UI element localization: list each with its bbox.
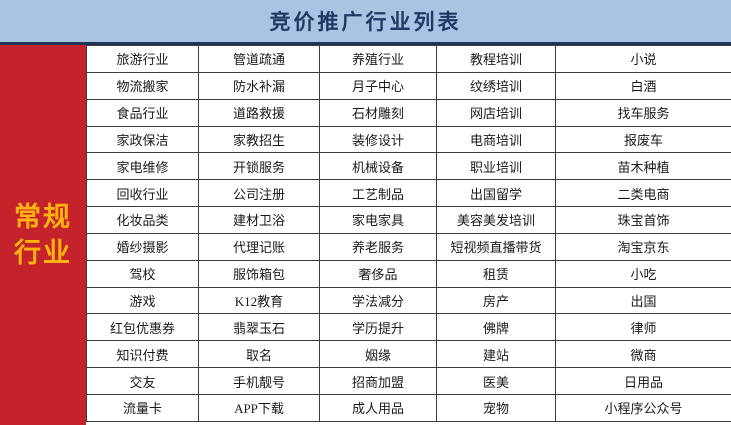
industry-cell: 家政保洁 <box>86 125 199 154</box>
industry-cell: 租赁 <box>436 259 556 288</box>
industry-cell: 成人用品 <box>319 393 437 423</box>
industry-cell: 回收行业 <box>86 179 199 208</box>
industry-cell: 珠宝首饰 <box>555 206 731 234</box>
page-title: 竞价推广行业列表 <box>269 10 462 34</box>
industry-cell: 二类电商 <box>555 179 731 208</box>
industry-cell: 短视频直播带货 <box>436 232 556 261</box>
industry-table-wrap: 旅游行业 管道疏通 养殖行业 教程培训 小说 物流搬家 防水补漏 月子中心 纹绣培训 白酒 食品行业… <box>86 45 731 425</box>
table-row: 家电维修 开锁服务 机械设备 职业培训 苗木种植 <box>86 152 731 181</box>
table-row: 流量卡 APP下载 成人用品 宠物 小程序公众号 <box>86 393 731 423</box>
industry-cell: 养殖行业 <box>319 45 437 73</box>
industry-cell: 招商加盟 <box>319 367 437 395</box>
industry-cell: 婚纱摄影 <box>86 232 199 261</box>
category-label: 常规 行业 <box>14 199 72 272</box>
industry-cell: 学历提升 <box>319 313 437 342</box>
industry-cell: 工艺制品 <box>319 179 437 208</box>
industry-cell: 日用品 <box>555 367 731 395</box>
industry-cell: 服饰箱包 <box>198 259 320 288</box>
industry-cell: 白酒 <box>555 71 731 100</box>
title-bar: 竞价推广行业列表 <box>0 0 731 45</box>
industry-cell: 建站 <box>436 340 556 369</box>
industry-cell: 家教招生 <box>198 125 320 154</box>
table-row: 化妆品类 建材卫浴 家电家具 美容美发培训 珠宝首饰 <box>86 206 731 234</box>
industry-cell: 奢侈品 <box>319 259 437 288</box>
industry-cell: 房产 <box>436 286 556 315</box>
content-area: 常规 行业 旅游行业 管道疏通 养殖行业 教程培训 小说 物流搬家 防水补漏 月子中心 纹绣培训… <box>0 45 731 425</box>
table-row: 知识付费 取名 姻缘 建站 微商 <box>86 340 731 369</box>
industry-cell: 建材卫浴 <box>198 206 320 234</box>
industry-cell: 教程培训 <box>436 45 556 73</box>
table-row: 婚纱摄影 代理记账 养老服务 短视频直播带货 淘宝京东 <box>86 232 731 261</box>
industry-cell: 机械设备 <box>319 152 437 181</box>
table-row: 旅游行业 管道疏通 养殖行业 教程培训 小说 <box>86 45 731 73</box>
industry-cell: 网店培训 <box>436 98 556 127</box>
table-row: 交友 手机靓号 招商加盟 医美 日用品 <box>86 367 731 395</box>
industry-cell: APP下载 <box>198 393 320 423</box>
industry-cell: 食品行业 <box>86 98 199 127</box>
industry-cell: 小程序公众号 <box>555 393 731 423</box>
industry-cell: 家电家具 <box>319 206 437 234</box>
industry-cell: 旅游行业 <box>86 45 199 73</box>
industry-cell: 月子中心 <box>319 71 437 100</box>
industry-cell: 石材雕刻 <box>319 98 437 127</box>
industry-cell: 小吃 <box>555 259 731 288</box>
table-row: 家政保洁 家教招生 装修设计 电商培训 报废车 <box>86 125 731 154</box>
category-label-line2: 行业 <box>14 238 72 268</box>
industry-cell: 姻缘 <box>319 340 437 369</box>
table-row: 食品行业 道路救援 石材雕刻 网店培训 找车服务 <box>86 98 731 127</box>
industry-cell: 流量卡 <box>86 393 199 423</box>
industry-cell: 取名 <box>198 340 320 369</box>
industry-cell: 苗木种植 <box>555 152 731 181</box>
industry-cell: 驾校 <box>86 259 199 288</box>
industry-cell: 道路救援 <box>198 98 320 127</box>
table-row: 红包优惠券 翡翠玉石 学历提升 佛牌 律师 <box>86 313 731 342</box>
industry-cell: K12教育 <box>198 286 320 315</box>
category-sidebar: 常规 行业 <box>0 45 86 425</box>
industry-cell: 交友 <box>86 367 199 395</box>
table-row: 游戏 K12教育 学法减分 房产 出国 <box>86 286 731 315</box>
industry-cell: 宠物 <box>436 393 556 423</box>
industry-cell: 开锁服务 <box>198 152 320 181</box>
industry-cell: 医美 <box>436 367 556 395</box>
table-row: 物流搬家 防水补漏 月子中心 纹绣培训 白酒 <box>86 71 731 100</box>
industry-cell: 佛牌 <box>436 313 556 342</box>
industry-cell: 装修设计 <box>319 125 437 154</box>
industry-cell: 职业培训 <box>436 152 556 181</box>
industry-cell: 红包优惠券 <box>86 313 199 342</box>
industry-cell: 小说 <box>555 45 731 73</box>
industry-cell: 纹绣培训 <box>436 71 556 100</box>
table-row: 回收行业 公司注册 工艺制品 出国留学 二类电商 <box>86 179 731 208</box>
industry-cell: 出国留学 <box>436 179 556 208</box>
industry-cell: 公司注册 <box>198 179 320 208</box>
industry-cell: 代理记账 <box>198 232 320 261</box>
industry-cell: 淘宝京东 <box>555 232 731 261</box>
industry-cell: 家电维修 <box>86 152 199 181</box>
industry-cell: 律师 <box>555 313 731 342</box>
industry-cell: 找车服务 <box>555 98 731 127</box>
industry-cell: 美容美发培训 <box>436 206 556 234</box>
industry-cell: 养老服务 <box>319 232 437 261</box>
industry-cell: 微商 <box>555 340 731 369</box>
industry-cell: 出国 <box>555 286 731 315</box>
industry-cell: 管道疏通 <box>198 45 320 73</box>
industry-cell: 学法减分 <box>319 286 437 315</box>
industry-cell: 化妆品类 <box>86 206 199 234</box>
industry-cell: 防水补漏 <box>198 71 320 100</box>
industry-cell: 知识付费 <box>86 340 199 369</box>
industry-cell: 电商培训 <box>436 125 556 154</box>
industry-cell: 物流搬家 <box>86 71 199 100</box>
industry-table: 旅游行业 管道疏通 养殖行业 教程培训 小说 物流搬家 防水补漏 月子中心 纹绣培训 白酒 食品行业… <box>86 45 731 423</box>
industry-cell: 手机靓号 <box>198 367 320 395</box>
industry-table-body: 旅游行业 管道疏通 养殖行业 教程培训 小说 物流搬家 防水补漏 月子中心 纹绣培训 白酒 食品行业… <box>86 45 731 423</box>
table-row: 驾校 服饰箱包 奢侈品 租赁 小吃 <box>86 259 731 288</box>
category-label-line1: 常规 <box>14 201 72 232</box>
industry-cell: 游戏 <box>86 286 199 315</box>
industry-cell: 报废车 <box>555 125 731 154</box>
industry-cell: 翡翠玉石 <box>198 313 320 342</box>
